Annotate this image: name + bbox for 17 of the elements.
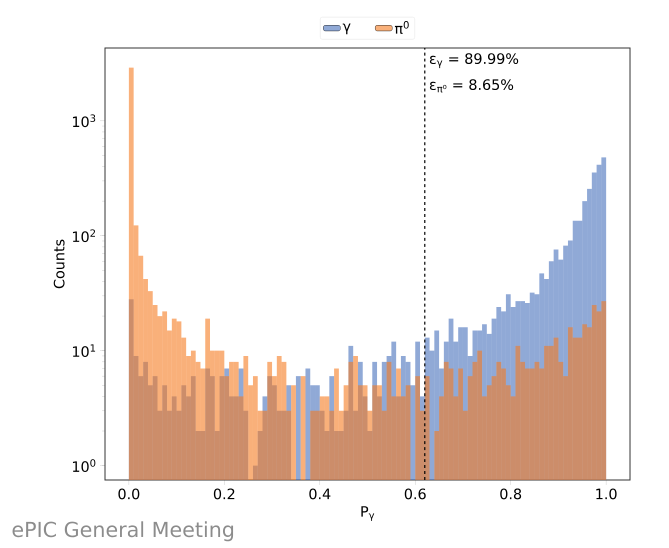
y-tick-label: 10$^{1}$ [72, 344, 96, 358]
x-tick-label: 0.4 [309, 488, 330, 500]
x-tick-label: 0.0 [118, 488, 140, 500]
text: ePIC General Meeting [12, 521, 234, 542]
x-tick-label: 0.6 [404, 488, 426, 500]
legend-label: γ [342, 23, 351, 34]
x-tick-label: 1.0 [596, 488, 617, 500]
legend-label: π$^{0}$ [394, 21, 409, 34]
annotation: ε$_{γ}$ = 89.99% [430, 53, 518, 68]
y-axis-title: Counts [54, 240, 65, 288]
x-axis-title: P$_{γ}$ [361, 506, 374, 521]
y-tick-label: 10$^{3}$ [72, 114, 96, 128]
annotation: ε$_{π⁰}$ = 8.65% [430, 79, 514, 92]
y-tick-label: 10$^{2}$ [72, 229, 95, 242]
x-tick-label: 0.2 [214, 488, 234, 500]
x-tick-label: 0.8 [500, 488, 522, 500]
y-tick-label: 10$^{0}$ [72, 459, 96, 472]
